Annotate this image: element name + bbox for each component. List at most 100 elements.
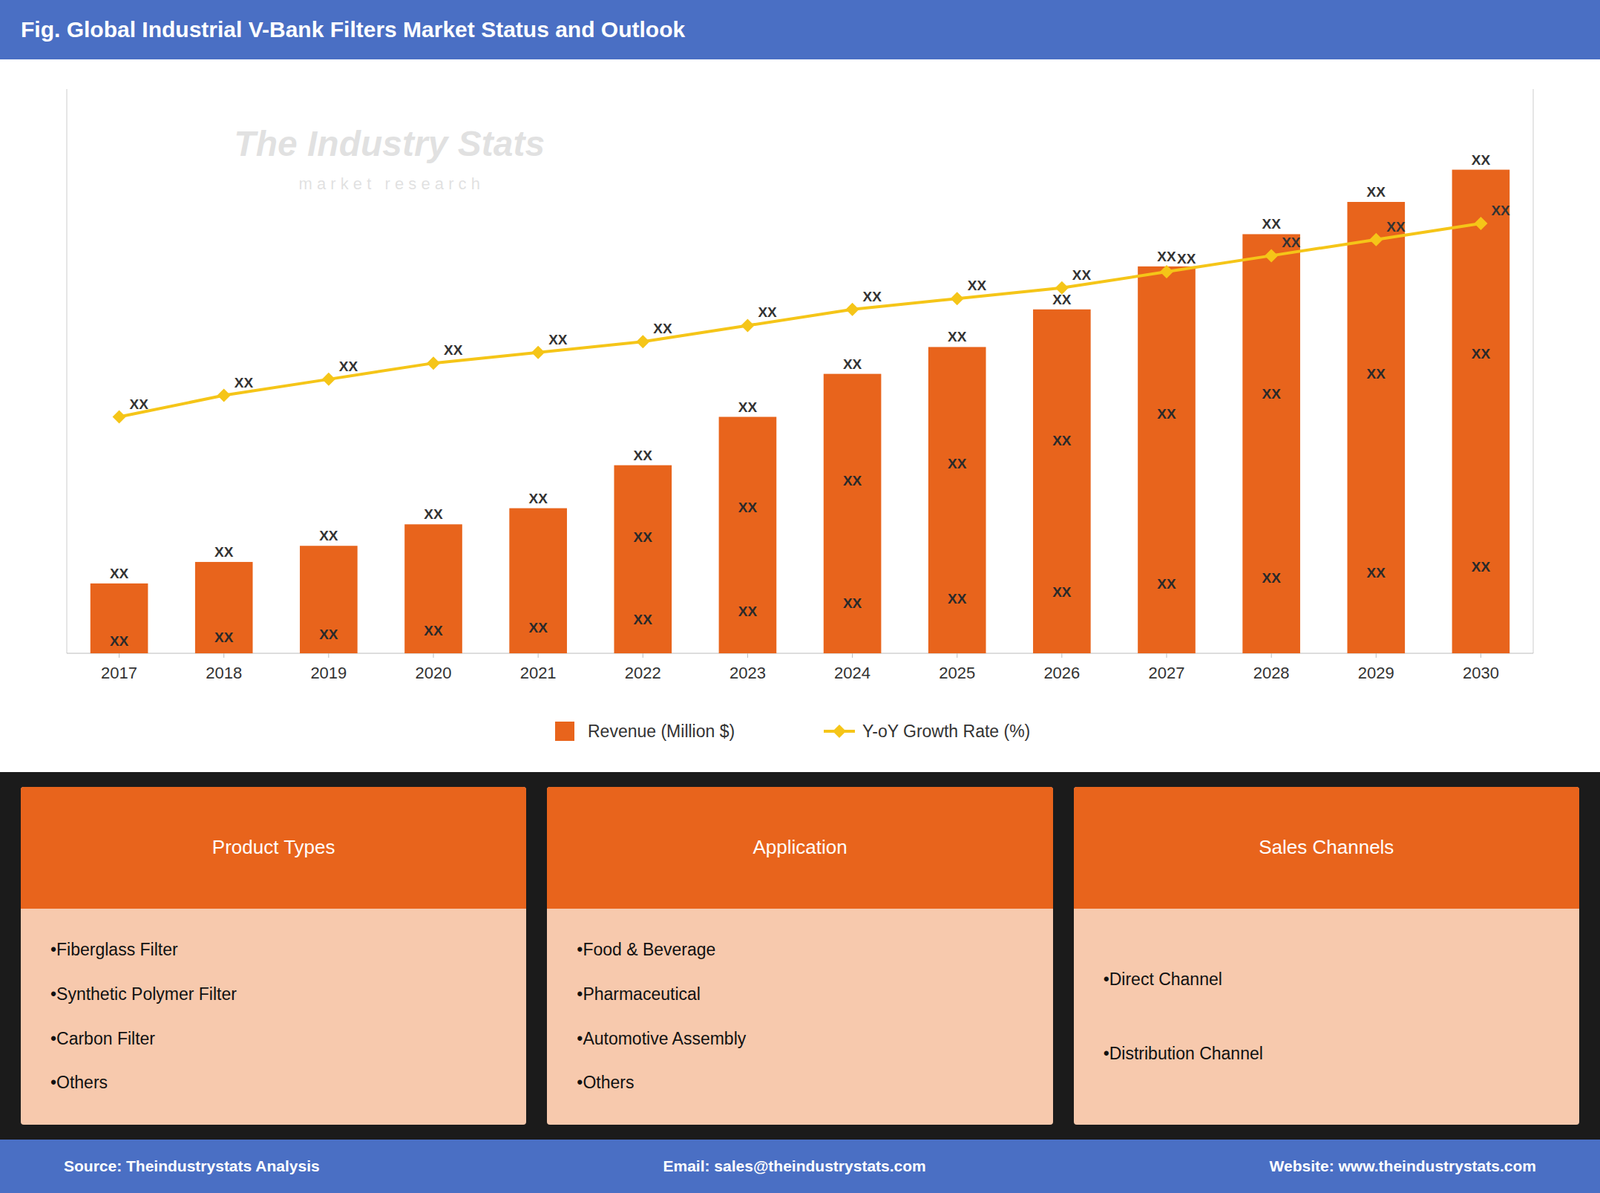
annotation: XX: [1261, 385, 1281, 402]
annotation: XX: [653, 320, 673, 337]
x-tick: [747, 653, 749, 658]
annotation: XX: [633, 529, 654, 545]
annotation: XX: [234, 374, 254, 391]
x-tick-label: 2017: [100, 663, 138, 683]
watermark: m a r k e t r e s e a r c h: [298, 174, 481, 193]
annotation: XX: [1156, 248, 1177, 265]
annotation: XX: [423, 622, 444, 639]
x-tick: [1271, 653, 1272, 658]
annotation: XX: [967, 277, 988, 294]
x-tick: [642, 653, 644, 658]
x-tick-label: 2025: [938, 663, 976, 683]
annotation: XX: [843, 356, 863, 372]
line: [119, 223, 1482, 418]
card-item: •Pharmaceutical: [576, 984, 1023, 1005]
annotation: XX: [633, 611, 654, 628]
annotation: XX: [1366, 564, 1387, 581]
annotation: XX: [1366, 184, 1387, 200]
x-tick: [1375, 653, 1377, 658]
x-tick: [328, 653, 329, 658]
annotation: XX: [443, 342, 464, 358]
x-tick-label: 2027: [1148, 663, 1186, 683]
annotation: XX: [339, 358, 359, 375]
annotation: XX: [1471, 152, 1491, 168]
annotation: XX: [1072, 267, 1092, 283]
annotation: XX: [1261, 569, 1281, 586]
card-item: •Automotive Assembly: [576, 1028, 1023, 1049]
x-tick-label: 2029: [1358, 663, 1395, 683]
line-marker: [950, 291, 965, 306]
bar: [1346, 201, 1405, 654]
y-axis-line: [66, 89, 68, 654]
watermark: The Industry Stats: [233, 123, 545, 164]
card-title: Sales Channels: [1073, 786, 1580, 909]
bar: [1242, 233, 1301, 654]
legend-swatch: [832, 724, 847, 738]
annotation: XX: [1156, 405, 1177, 422]
bar: [1137, 266, 1196, 654]
card-title: Product Types: [20, 786, 527, 909]
line-marker: [1264, 248, 1278, 262]
footer-text: Source: Theindustrystats Analysis: [63, 1156, 320, 1175]
plot-marks: [90, 169, 1510, 654]
x-tick: [1480, 653, 1482, 658]
annotation: XX: [319, 527, 339, 544]
annotation: XX: [1261, 215, 1281, 232]
annotation: XX: [109, 633, 130, 649]
card-item: •Distribution Channel: [1103, 1043, 1550, 1064]
annotation: XX: [1471, 345, 1491, 362]
x-tick-label: 2022: [624, 663, 662, 683]
card: Product Types•Fiberglass Filter•Syntheti…: [20, 786, 527, 1125]
x-tick-label: 2026: [1043, 663, 1080, 683]
card-title: Application: [546, 786, 1053, 909]
cards-section: Product Types•Fiberglass Filter•Syntheti…: [0, 771, 1600, 1140]
legend-swatch: [555, 721, 575, 741]
line-marker: [1473, 216, 1488, 231]
x-tick-label: 2030: [1462, 663, 1500, 683]
x-tick-label: 2018: [205, 663, 242, 683]
annotation: XX: [109, 565, 130, 582]
x-tick-label: 2024: [834, 663, 871, 683]
bar: [299, 545, 358, 654]
line-marker: [740, 318, 754, 332]
line-marker: [846, 302, 860, 317]
annotation: XX: [548, 331, 568, 348]
annotation: XX: [738, 399, 758, 415]
footer: Source: Theindustrystats Analysis Email: …: [0, 1139, 1600, 1193]
bar: [823, 374, 882, 654]
annotation: XX: [1471, 558, 1491, 575]
line-marker: [217, 388, 231, 403]
annotation: XX: [1490, 202, 1511, 219]
annotation: XX: [843, 472, 863, 489]
line-marker: [531, 345, 545, 360]
annotation: XX: [947, 328, 967, 345]
annotation: XX: [757, 304, 777, 320]
bar: [1033, 309, 1091, 654]
card-body: •Food & Beverage•Pharmaceutical•Automoti…: [546, 908, 1053, 1125]
annotation: XX: [1156, 575, 1177, 592]
chart-title: Fig. Global Industrial V-Bank Filters Ma…: [20, 17, 685, 43]
bar: [195, 561, 254, 654]
legend: Revenue (Million $)Y-oY Growth Rate (%): [555, 721, 1031, 741]
annotation: XX: [1052, 584, 1072, 600]
x-tick: [851, 653, 853, 658]
annotation: XX: [528, 490, 548, 507]
card-item: •Others: [576, 1072, 1023, 1093]
bar: [404, 523, 463, 654]
annotation: XX: [947, 590, 967, 607]
x-tick: [956, 653, 958, 658]
annotation: XX: [129, 396, 150, 412]
card: Sales Channels •Direct Channel •Distributi…: [1073, 786, 1580, 1125]
annotation: XX: [1366, 365, 1387, 382]
card-item: •Direct Channel: [1103, 969, 1550, 990]
bar: [509, 508, 567, 654]
annotation: XX: [1052, 432, 1072, 449]
footer-text: Email: sales@theindustrystats.com: [662, 1156, 926, 1175]
card-body: •Direct Channel •Distribution Channel: [1073, 908, 1580, 1125]
annotation: XX: [863, 288, 883, 305]
x-tick-label: 2021: [520, 663, 557, 683]
bar: [613, 465, 672, 654]
card-body: •Fiberglass Filter•Synthetic Polymer Fil…: [20, 908, 527, 1125]
footer-text: Website: www.theindustrystats.com: [1269, 1156, 1537, 1175]
x-tick: [1061, 653, 1062, 658]
